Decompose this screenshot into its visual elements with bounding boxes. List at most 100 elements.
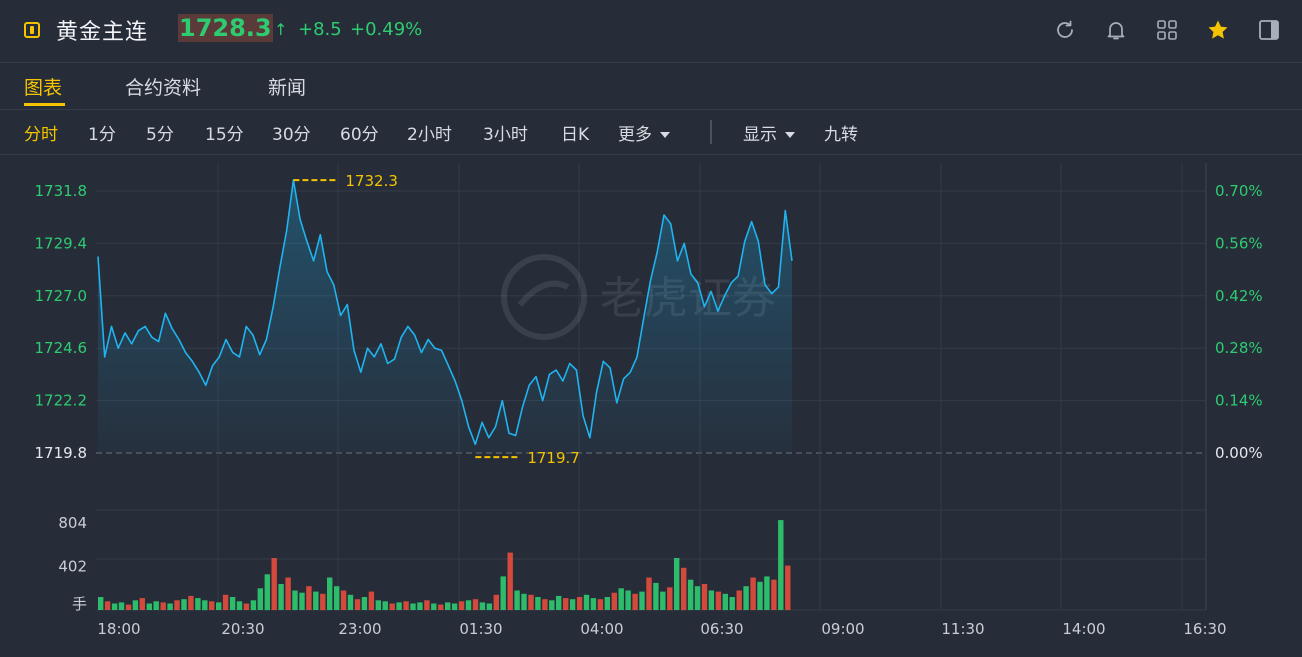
volume-bar: [354, 599, 361, 610]
last-price-value: 1728.3: [178, 14, 273, 42]
price-axis-label: 1722.2: [35, 392, 88, 410]
volume-bar: [375, 600, 381, 611]
bell-icon[interactable]: [1104, 18, 1128, 42]
intraday-chart[interactable]: 老虎证券 1731.81729.41727.01724.61722.21719.…: [0, 155, 1302, 653]
volume-bar: [417, 602, 423, 610]
volume-bar: [438, 604, 444, 610]
volume-bar: [736, 590, 742, 610]
volume-bar: [757, 581, 763, 610]
volume-bar: [583, 594, 590, 610]
volume-bar: [202, 600, 208, 611]
percent-axis-label: 0.00%: [1215, 444, 1263, 462]
volume-bar: [209, 601, 215, 610]
volume-bar: [229, 597, 236, 610]
grid-icon[interactable]: [1155, 18, 1179, 42]
tab-news[interactable]: 新闻: [268, 77, 307, 99]
volume-bar: [708, 590, 715, 610]
volume-bar: [764, 576, 770, 610]
volume-bar: [278, 584, 284, 610]
volume-bar: [500, 576, 506, 610]
tab-contract-info[interactable]: 合约资料: [125, 77, 202, 99]
instrument-title: 黄金主连: [56, 20, 149, 45]
volume-bar: [556, 595, 562, 610]
volume-bar: [514, 590, 520, 610]
volume-bar: [445, 602, 451, 610]
volume-bar: [389, 603, 395, 610]
volume-bar: [118, 602, 125, 610]
volume-bar: [222, 594, 229, 610]
period-3h[interactable]: 3小时: [483, 125, 528, 145]
header-bar: 黄金主连 1728.3 ↑ +8.5 +0.49%: [0, 0, 1302, 62]
period-1min[interactable]: 1分: [88, 125, 116, 145]
volume-bar: [167, 603, 173, 610]
volume-bar: [535, 597, 541, 610]
tab-chart[interactable]: 图表: [24, 77, 63, 99]
volume-bar: [160, 602, 166, 610]
volume-bar: [521, 593, 527, 611]
volume-bar: [722, 593, 728, 611]
more-dropdown[interactable]: 更多: [618, 120, 670, 145]
volume-bar: [472, 599, 479, 610]
volume-bar: [146, 603, 152, 610]
display-dropdown[interactable]: 显示: [743, 120, 795, 145]
volume-bar: [618, 588, 624, 610]
star-icon[interactable]: [1206, 18, 1230, 42]
volume-bar: [771, 579, 777, 610]
time-axis-label: 09:00: [821, 620, 864, 638]
toolbar-divider: [710, 120, 712, 144]
volume-bar: [625, 590, 631, 610]
up-arrow-icon: ↑: [274, 20, 288, 39]
volume-bar: [646, 577, 652, 610]
period-2h[interactable]: 2小时: [407, 125, 452, 145]
volume-bar: [750, 577, 756, 610]
volume-bar: [410, 603, 416, 610]
active-tab-indicator: [24, 103, 65, 106]
volume-bar: [243, 603, 250, 610]
period-60min[interactable]: 60分: [340, 125, 379, 145]
volume-bar: [715, 591, 722, 610]
time-axis-label: 23:00: [338, 620, 381, 638]
volume-bar: [542, 599, 548, 610]
period-30min[interactable]: 30分: [272, 125, 311, 145]
volume-bar: [479, 602, 486, 610]
volume-bar: [313, 591, 319, 610]
volume-bar: [465, 600, 472, 611]
volume-bar: [347, 594, 354, 610]
refresh-icon[interactable]: [1053, 18, 1077, 42]
volume-bars: [98, 520, 791, 611]
price-axis-label: 1719.8: [35, 444, 88, 462]
volume-bar: [576, 597, 583, 610]
volume-unit-label: 手: [72, 595, 87, 613]
percent-axis-label: 0.14%: [1215, 392, 1263, 410]
volume-bar: [604, 597, 610, 610]
volume-bar: [361, 597, 368, 610]
sidebar-toggle-icon[interactable]: [1257, 18, 1281, 42]
price-area: [98, 180, 792, 453]
price-area-fill: [98, 180, 792, 453]
price-line: [97, 179, 793, 446]
nine-turn-button[interactable]: 九转: [824, 125, 858, 145]
volume-bar: [431, 603, 437, 610]
volume-bar: [125, 604, 132, 610]
volume-bar: [486, 603, 492, 610]
period-15min[interactable]: 15分: [205, 125, 244, 145]
chart-area[interactable]: 老虎证券 1731.81729.41727.01724.61722.21719.…: [0, 155, 1302, 653]
volume-bar: [340, 590, 347, 610]
volume-bar: [451, 603, 458, 610]
period-5min[interactable]: 5分: [146, 125, 174, 145]
volume-bar: [285, 577, 291, 610]
period-daily[interactable]: 日K: [561, 125, 590, 145]
period-timeshare[interactable]: 分时: [24, 125, 58, 145]
time-axis-label: 16:30: [1183, 620, 1226, 638]
volume-bar: [271, 558, 277, 610]
volume-bar: [632, 593, 638, 611]
volume-bar: [743, 586, 749, 610]
time-axis-label: 04:00: [580, 620, 623, 638]
volume-bar: [701, 584, 708, 610]
volume-bar: [611, 592, 617, 610]
volume-bar: [667, 587, 673, 611]
volume-bar: [104, 601, 111, 610]
price-axis-label: 1727.0: [35, 287, 88, 305]
volume-bar: [458, 601, 465, 610]
time-axis-label: 06:30: [700, 620, 743, 638]
